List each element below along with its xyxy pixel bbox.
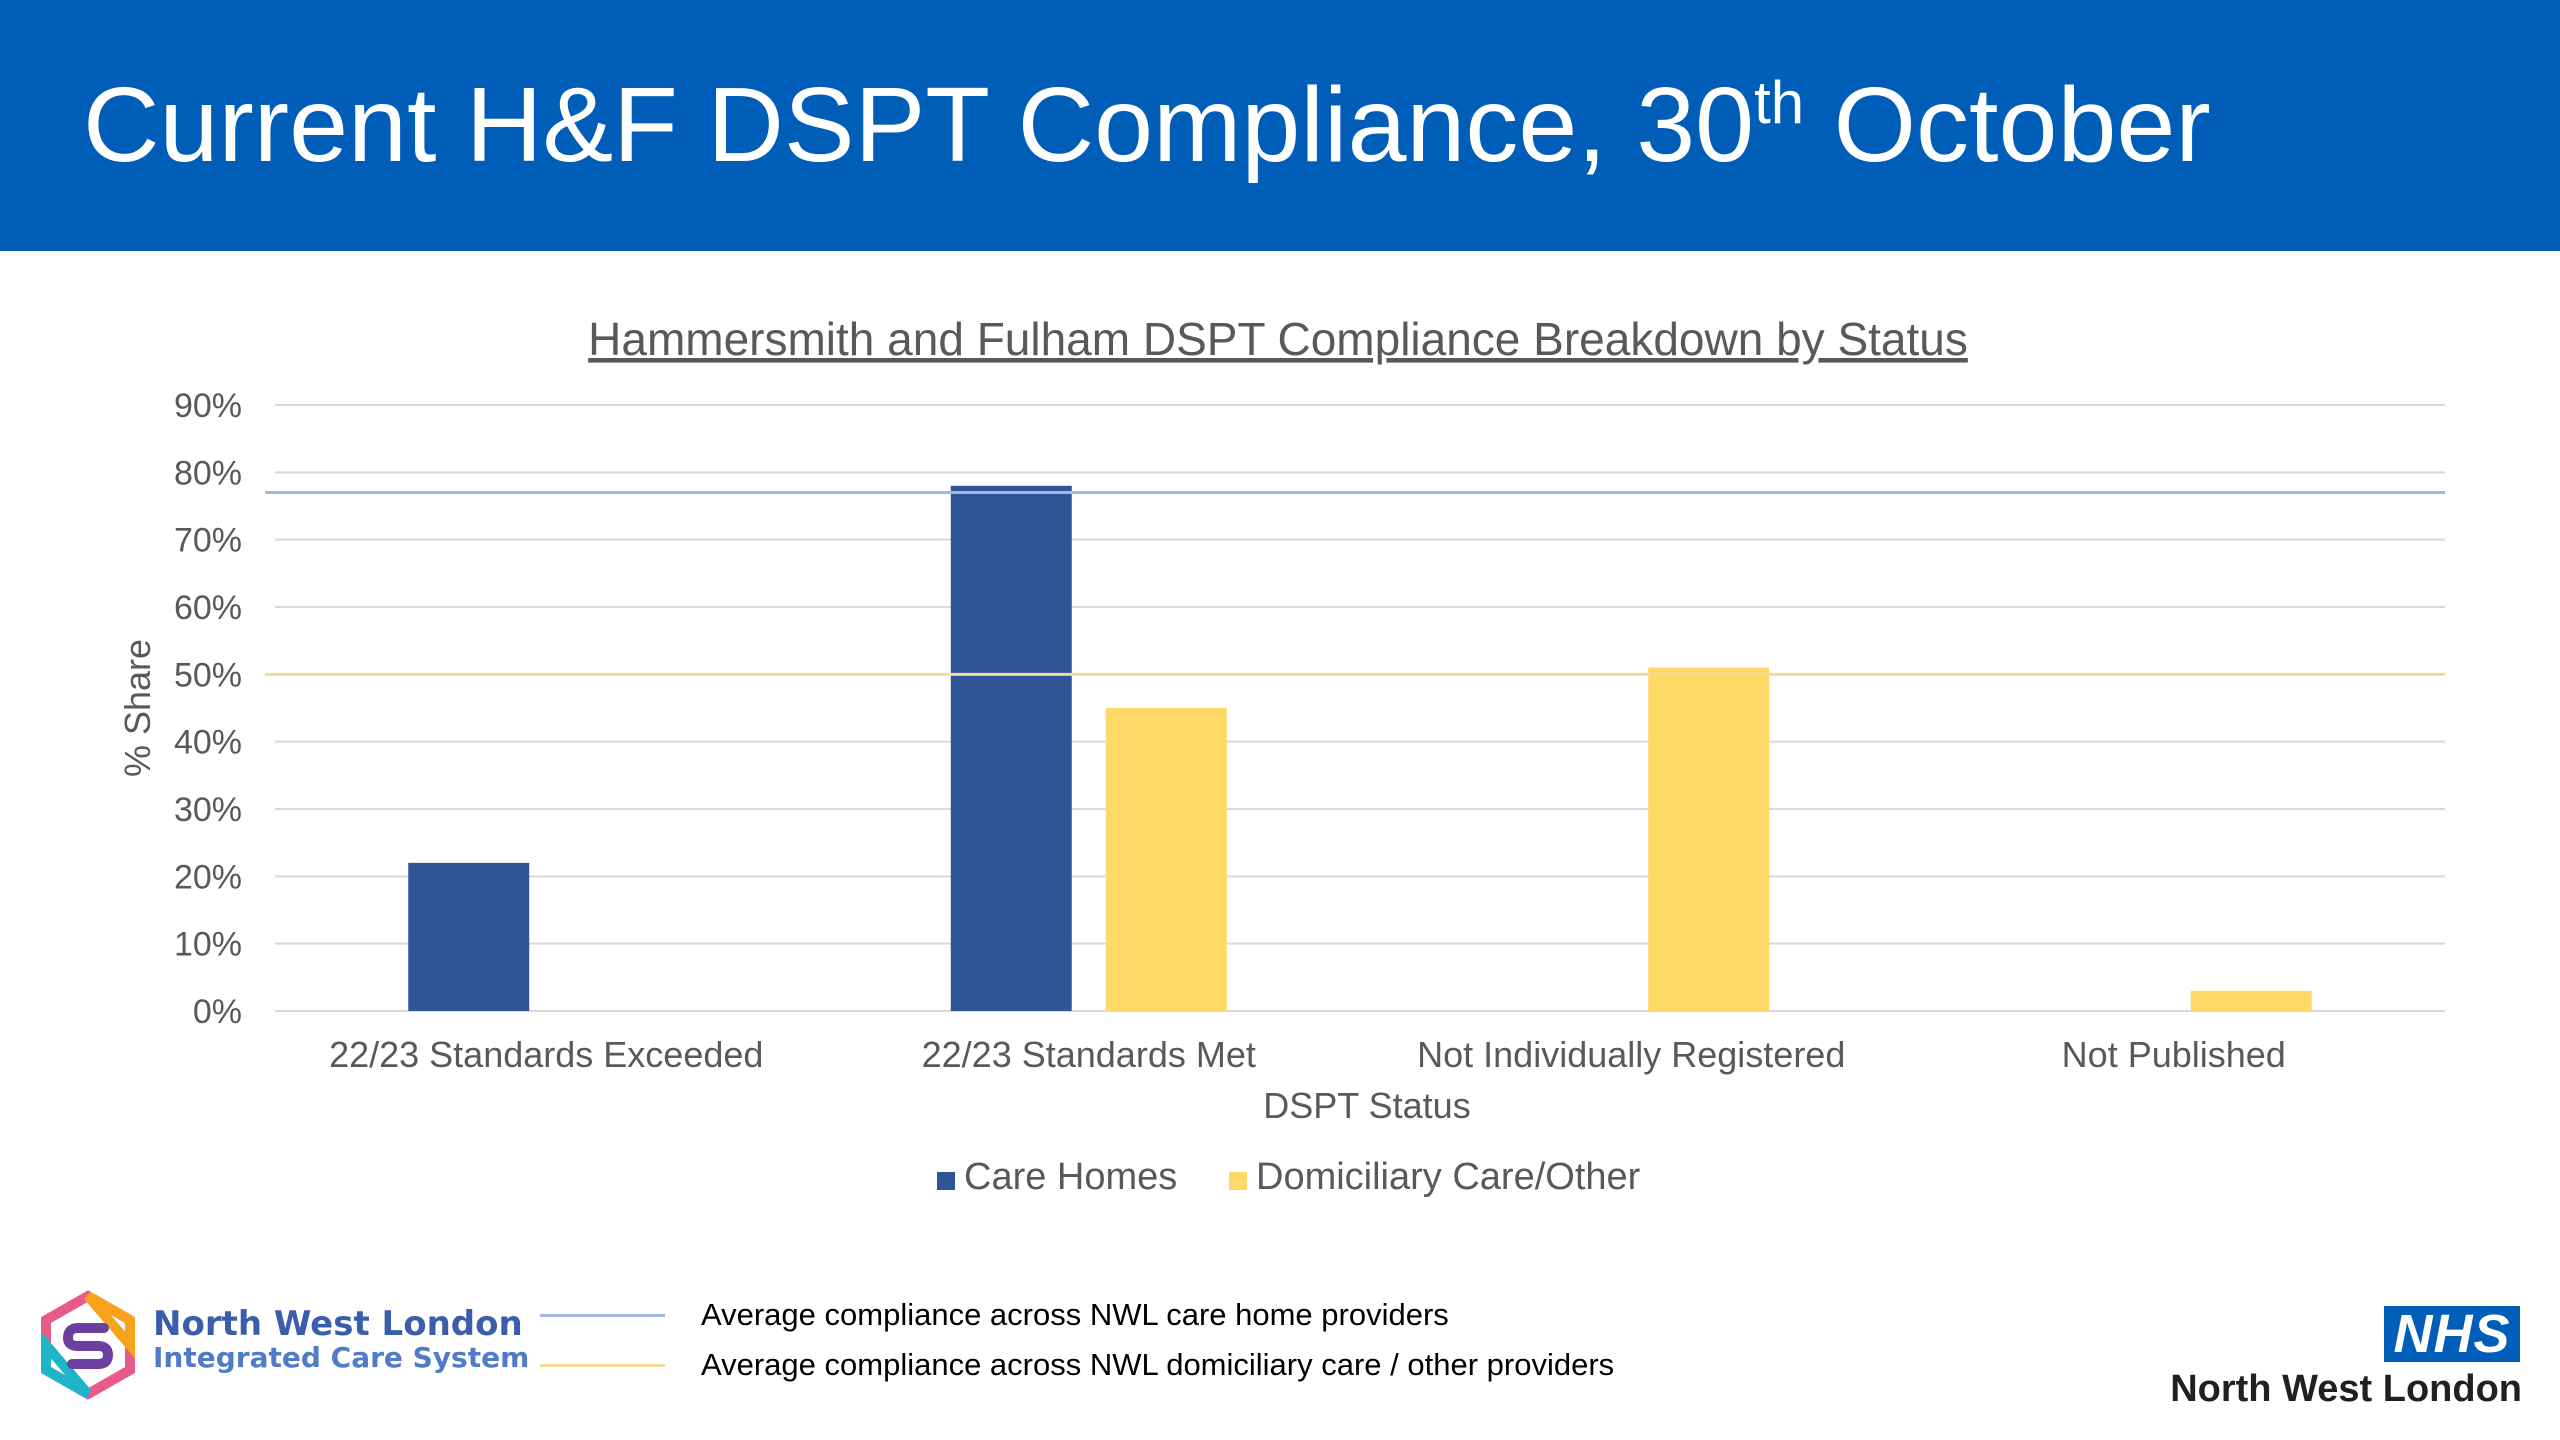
- y-tick-label: 40%: [174, 724, 242, 762]
- y-tick-label: 20%: [174, 858, 242, 896]
- reference-swatch-domiciliary: [540, 1364, 665, 1367]
- y-tick-label: 0%: [193, 993, 242, 1031]
- slide-title-main: Current H&F DSPT Compliance, 30: [83, 66, 1755, 184]
- legend-label: Domiciliary Care/Other: [1256, 1156, 1641, 1198]
- x-axis-title: DSPT Status: [1263, 1085, 1470, 1126]
- legend-swatch: [937, 1172, 955, 1190]
- slide-title: Current H&F DSPT Compliance, 30th Octobe…: [83, 62, 2211, 189]
- x-tick-label: Not Individually Registered: [1417, 1034, 1845, 1075]
- compliance-chart: 0% 10% 20% 30% 40% 50% 60% 70% 80% 90% 22/23 Stand…: [117, 313, 2445, 1198]
- reference-label-domiciliary: Average compliance across NWL domiciliar…: [701, 1347, 1615, 1382]
- slide-header: Current H&F DSPT Compliance, 30th Octobe…: [0, 0, 2560, 251]
- reference-label-care-homes: Average compliance across NWL care home …: [701, 1297, 1449, 1332]
- y-tick-label: 90%: [174, 387, 242, 425]
- x-tick-label: Not Published: [2062, 1034, 2286, 1075]
- nhs-logo: NHS: [2384, 1306, 2520, 1362]
- bar: [950, 485, 1072, 1011]
- legend-swatch: [1229, 1172, 1247, 1190]
- ics-name: North West London: [153, 1304, 523, 1344]
- ics-logo-icon: [41, 1290, 135, 1400]
- y-tick-label: 70%: [174, 522, 242, 560]
- legend-label: Care Homes: [964, 1156, 1177, 1198]
- chart-title: Hammersmith and Fulham DSPT Compliance B…: [588, 313, 1968, 365]
- nhs-region-name: North West London: [2170, 1368, 2522, 1410]
- bar: [1105, 708, 1227, 1011]
- y-tick-label: 60%: [174, 589, 242, 627]
- y-tick-label: 30%: [174, 791, 242, 829]
- ics-logo-text: North West London Integrated Care System: [153, 1304, 530, 1375]
- y-tick-label: 10%: [174, 926, 242, 964]
- y-tick-label: 80%: [174, 454, 242, 492]
- bar: [2190, 990, 2312, 1011]
- bar: [1648, 667, 1770, 1011]
- slide-title-month: October: [1804, 66, 2211, 184]
- reference-swatch-care-homes: [540, 1314, 665, 1317]
- bar: [408, 862, 530, 1011]
- y-axis-title: % Share: [117, 639, 158, 777]
- slide-title-ordinal: th: [1754, 69, 1805, 136]
- x-tick-label: 22/23 Standards Exceeded: [329, 1034, 763, 1075]
- y-tick-label: 50%: [174, 656, 242, 694]
- ics-subtitle: Integrated Care System: [153, 1341, 530, 1375]
- x-tick-label: 22/23 Standards Met: [922, 1034, 1256, 1075]
